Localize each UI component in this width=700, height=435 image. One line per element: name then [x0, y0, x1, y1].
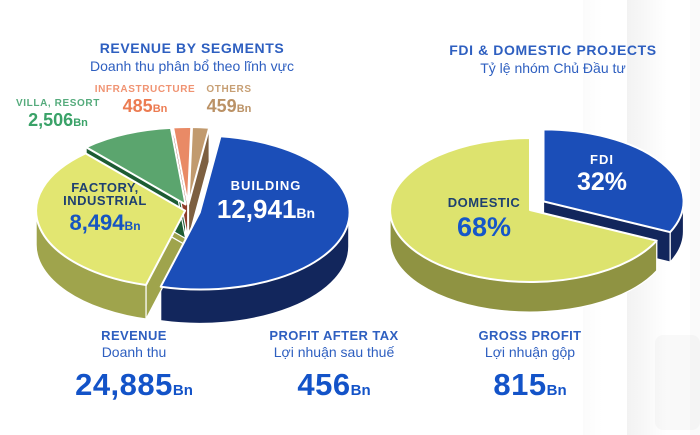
left-chart-title: REVENUE BY SEGMENTS: [99, 40, 285, 56]
stat-pat-amount: 456: [297, 367, 351, 402]
others-unit: Bn: [236, 103, 252, 115]
others-callout: OTHERS 459Bn: [174, 84, 284, 117]
infrastructure-unit: Bn: [152, 103, 168, 115]
fdi-slice-label: FDI 32%: [542, 152, 662, 197]
villa-resort-label: VILLA, RESORT: [16, 98, 100, 109]
left-chart-title-block: REVENUE BY SEGMENTS Doanh thu phân bổ th…: [22, 40, 362, 74]
factory-label-line1: FACTORY,: [71, 180, 139, 195]
stat-revenue-value: 24,885Bn: [24, 367, 244, 403]
stat-gross-profit: GROSS PROFIT Lợi nhuận gộp 815Bn: [420, 328, 640, 403]
building-amount: 12,941: [216, 194, 297, 224]
others-amount: 459: [206, 96, 237, 116]
building-slice-label: BUILDING 12,941Bn: [191, 178, 341, 225]
stat-revenue-label-vi: Doanh thu: [101, 344, 167, 360]
infrastructure-callout: INFRASTRUCTURE 485Bn: [88, 84, 202, 117]
stat-pat-label-vi: Lợi nhuận sau thuế: [273, 344, 395, 360]
infrastructure-amount: 485: [122, 96, 153, 116]
domestic-label: DOMESTIC: [447, 195, 521, 210]
stat-gp-value: 815Bn: [420, 367, 640, 403]
stat-pat-value: 456Bn: [224, 367, 444, 403]
stat-revenue-unit: Bn: [172, 382, 193, 399]
left-chart-subtitle: Doanh thu phân bổ theo lĩnh vực: [90, 58, 294, 74]
pie-slice-fdi: [542, 128, 685, 234]
right-chart-subtitle: Tỷ lệ nhóm Chủ Đầu tư: [480, 60, 626, 76]
pie-slice-factory-industrial: [35, 152, 187, 286]
stat-profit-after-tax: PROFIT AFTER TAX Lợi nhuận sau thuế 456B…: [224, 328, 444, 403]
domestic-slice-label: DOMESTIC 68%: [409, 195, 559, 243]
fdi-value: 32%: [576, 168, 628, 196]
factory-label-line2: INDUSTRIAL: [63, 193, 147, 208]
pie-slice-others: [187, 126, 211, 205]
factory-industrial-slice-label: FACTORY, INDUSTRIAL 8,494Bn: [35, 181, 175, 236]
stats-row: REVENUE Doanh thu 24,885Bn PROFIT AFTER …: [0, 328, 700, 418]
stat-gp-label-en: GROSS PROFIT: [478, 328, 582, 343]
pie-slice-domestic: [389, 137, 658, 283]
building-unit: Bn: [296, 205, 316, 221]
stat-revenue-label-en: REVENUE: [101, 328, 167, 343]
others-label: OTHERS: [206, 84, 252, 95]
villa-resort-unit: Bn: [73, 117, 88, 129]
fdi-label: FDI: [590, 152, 614, 167]
villa-resort-value: 2,506Bn: [3, 110, 113, 131]
stat-gp-label-vi: Lợi nhuận gộp: [484, 344, 576, 360]
stat-gp-unit: Bn: [546, 382, 567, 399]
stat-revenue: REVENUE Doanh thu 24,885Bn: [24, 328, 244, 403]
stat-pat-unit: Bn: [350, 382, 371, 399]
others-value: 459Bn: [174, 96, 284, 117]
stat-pat-label-en: PROFIT AFTER TAX: [269, 328, 399, 343]
infrastructure-value: 485Bn: [88, 96, 202, 117]
stat-revenue-amount: 24,885: [75, 367, 173, 402]
infrastructure-label: INFRASTRUCTURE: [94, 84, 196, 95]
pie-slice-building: [159, 135, 351, 291]
stat-gp-amount: 815: [493, 367, 547, 402]
factory-value: 8,494Bn: [35, 210, 175, 236]
right-chart-title-block: FDI & DOMESTIC PROJECTS Tỷ lệ nhóm Chủ Đ…: [393, 42, 700, 76]
villa-resort-callout: VILLA, RESORT 2,506Bn: [3, 98, 113, 131]
building-label: BUILDING: [230, 178, 302, 193]
factory-amount: 8,494: [69, 210, 125, 235]
right-chart-title: FDI & DOMESTIC PROJECTS: [449, 42, 657, 58]
building-value: 12,941Bn: [191, 194, 341, 225]
villa-resort-amount: 2,506: [28, 110, 74, 130]
pie-slice-villa-resort: [85, 126, 187, 206]
factory-unit: Bn: [124, 219, 141, 233]
domestic-value: 68%: [456, 212, 512, 242]
